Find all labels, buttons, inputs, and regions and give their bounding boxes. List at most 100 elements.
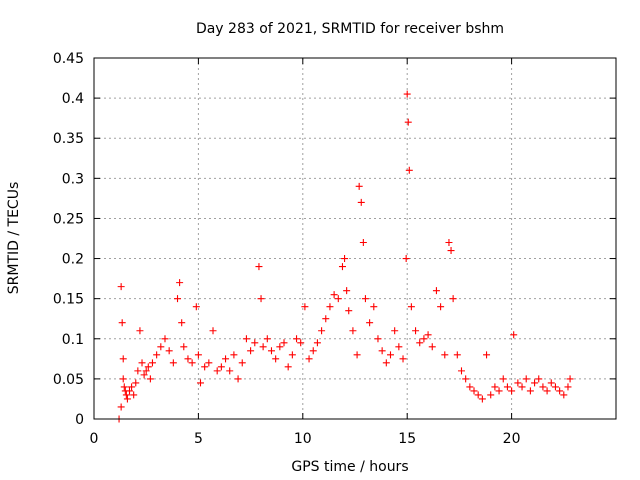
data-point xyxy=(466,383,474,391)
y-tick-label: 0.1 xyxy=(62,332,84,348)
data-point xyxy=(161,335,169,343)
data-point xyxy=(305,355,313,363)
data-point xyxy=(178,319,186,327)
data-point xyxy=(343,287,351,295)
data-point xyxy=(457,367,465,375)
data-point xyxy=(247,347,255,355)
data-point xyxy=(242,335,250,343)
x-tick-label: 0 xyxy=(90,431,99,447)
x-tick-label: 10 xyxy=(294,431,312,447)
data-point xyxy=(257,295,265,303)
data-point xyxy=(134,367,142,375)
data-point xyxy=(432,287,440,295)
data-point xyxy=(180,343,188,351)
data-point xyxy=(560,391,568,399)
data-point xyxy=(148,359,156,367)
data-point xyxy=(205,359,213,367)
data-point xyxy=(404,118,412,126)
y-tick-label: 0.35 xyxy=(53,131,84,147)
data-point xyxy=(118,319,126,327)
data-point xyxy=(491,383,499,391)
data-point xyxy=(462,375,470,383)
data-point xyxy=(361,295,369,303)
data-point xyxy=(120,383,128,391)
data-point xyxy=(136,327,144,335)
data-point xyxy=(353,351,361,359)
data-point xyxy=(391,327,399,335)
data-point xyxy=(157,343,165,351)
data-point xyxy=(483,351,491,359)
data-point xyxy=(420,335,428,343)
data-point xyxy=(142,367,150,375)
data-point xyxy=(226,367,234,375)
axis-ticks: 0 0.05 0.1 0.15 0.2 0.25 0.3 0.35 0.4 0.45 0 5 10 15 2… xyxy=(53,51,616,447)
data-point xyxy=(514,379,522,387)
data-point xyxy=(499,375,507,383)
x-tick-label: 5 xyxy=(194,431,203,447)
data-point xyxy=(522,375,530,383)
data-point xyxy=(470,387,478,395)
data-point xyxy=(355,182,363,190)
data-point xyxy=(395,343,403,351)
data-point xyxy=(234,375,242,383)
data-point xyxy=(322,315,330,323)
data-point xyxy=(547,379,555,387)
data-point xyxy=(399,355,407,363)
data-point xyxy=(412,327,420,335)
data-point xyxy=(217,363,225,371)
data-point xyxy=(194,351,202,359)
data-point xyxy=(334,295,342,303)
data-point xyxy=(176,279,184,287)
data-point xyxy=(407,303,415,311)
data-point xyxy=(263,335,271,343)
data-point xyxy=(416,339,424,347)
data-point xyxy=(526,387,534,395)
data-point xyxy=(297,339,305,347)
data-point xyxy=(326,303,334,311)
data-point xyxy=(119,355,127,363)
data-point xyxy=(378,347,386,355)
data-point xyxy=(518,383,526,391)
data-point xyxy=(441,351,449,359)
data-point xyxy=(313,339,321,347)
data-point xyxy=(474,391,482,399)
data-point xyxy=(128,383,136,391)
data-point xyxy=(374,335,382,343)
y-tick-label: 0.15 xyxy=(53,292,84,308)
data-point xyxy=(272,355,280,363)
data-point xyxy=(543,387,551,395)
data-point xyxy=(192,303,200,311)
data-point xyxy=(130,391,138,399)
data-point xyxy=(424,331,432,339)
y-axis-label: SRMTID / TECUs xyxy=(6,182,22,295)
data-point xyxy=(478,395,486,403)
data-point xyxy=(366,319,374,327)
data-point xyxy=(531,379,539,387)
data-point xyxy=(267,347,275,355)
data-point xyxy=(338,263,346,271)
data-point xyxy=(309,347,317,355)
data-point xyxy=(230,351,238,359)
data-point xyxy=(447,247,455,255)
data-point xyxy=(428,343,436,351)
chart-title: Day 283 of 2021, SRMTID for receiver bsh… xyxy=(196,21,504,37)
data-point xyxy=(284,363,292,371)
data-point xyxy=(293,335,301,343)
data-point xyxy=(288,351,296,359)
data-point xyxy=(213,367,221,375)
data-point xyxy=(140,371,148,379)
y-tick-label: 0.25 xyxy=(53,211,84,227)
data-point xyxy=(386,351,394,359)
data-point xyxy=(209,327,217,335)
data-point xyxy=(487,391,495,399)
data-point xyxy=(551,383,559,391)
data-point xyxy=(359,239,367,247)
data-point xyxy=(201,363,209,371)
data-point xyxy=(503,383,511,391)
y-tick-label: 0 xyxy=(75,412,84,428)
y-tick-label: 0.45 xyxy=(53,51,84,67)
data-point xyxy=(117,283,125,291)
data-point xyxy=(255,263,263,271)
data-point xyxy=(510,331,518,339)
plot-frame xyxy=(93,57,617,420)
